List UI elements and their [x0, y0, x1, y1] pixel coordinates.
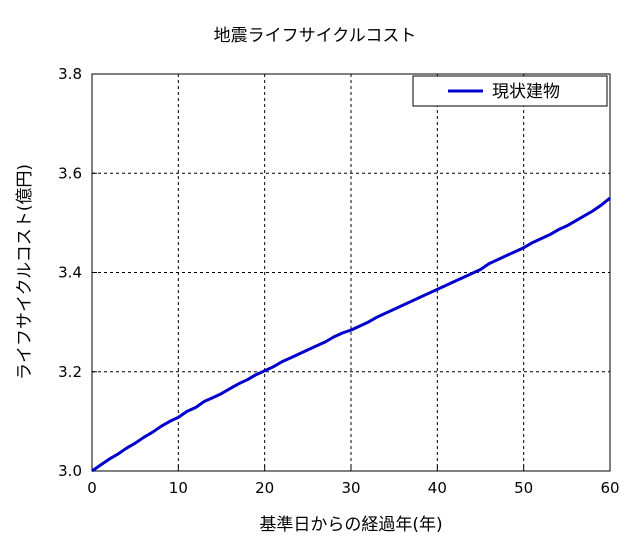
y-tick-label: 3.0: [58, 462, 82, 480]
chart-title: 地震ライフサイクルコスト: [214, 26, 417, 46]
x-tick-label: 10: [169, 479, 188, 497]
legend-label: 現状建物: [492, 82, 560, 102]
x-tick-label: 20: [255, 479, 274, 497]
y-tick-label: 3.2: [58, 363, 82, 381]
legend-box: [412, 75, 608, 107]
legend: 現状建物: [412, 75, 608, 107]
y-tick-label: 3.8: [58, 65, 82, 83]
x-tick-label: 40: [428, 479, 447, 497]
y-axis: 3.0 3.2 3.4 3.6 3.8: [58, 65, 97, 480]
x-axis: 0 10 20 30 40 50 60: [87, 466, 620, 497]
x-axis-label: 基準日からの経過年(年): [259, 515, 442, 535]
x-tick-label: 30: [341, 479, 360, 497]
series-layer: [91, 196, 611, 473]
x-tick-label: 50: [514, 479, 533, 497]
x-tick-label: 60: [600, 479, 619, 497]
grid-lines: [92, 74, 610, 471]
y-tick-label: 3.4: [58, 264, 82, 282]
y-tick-label: 3.6: [58, 164, 82, 182]
y-axis-label: ライフサイクルコスト(億円): [15, 164, 35, 380]
series-line: [91, 196, 611, 473]
x-tick-label: 0: [87, 479, 97, 497]
